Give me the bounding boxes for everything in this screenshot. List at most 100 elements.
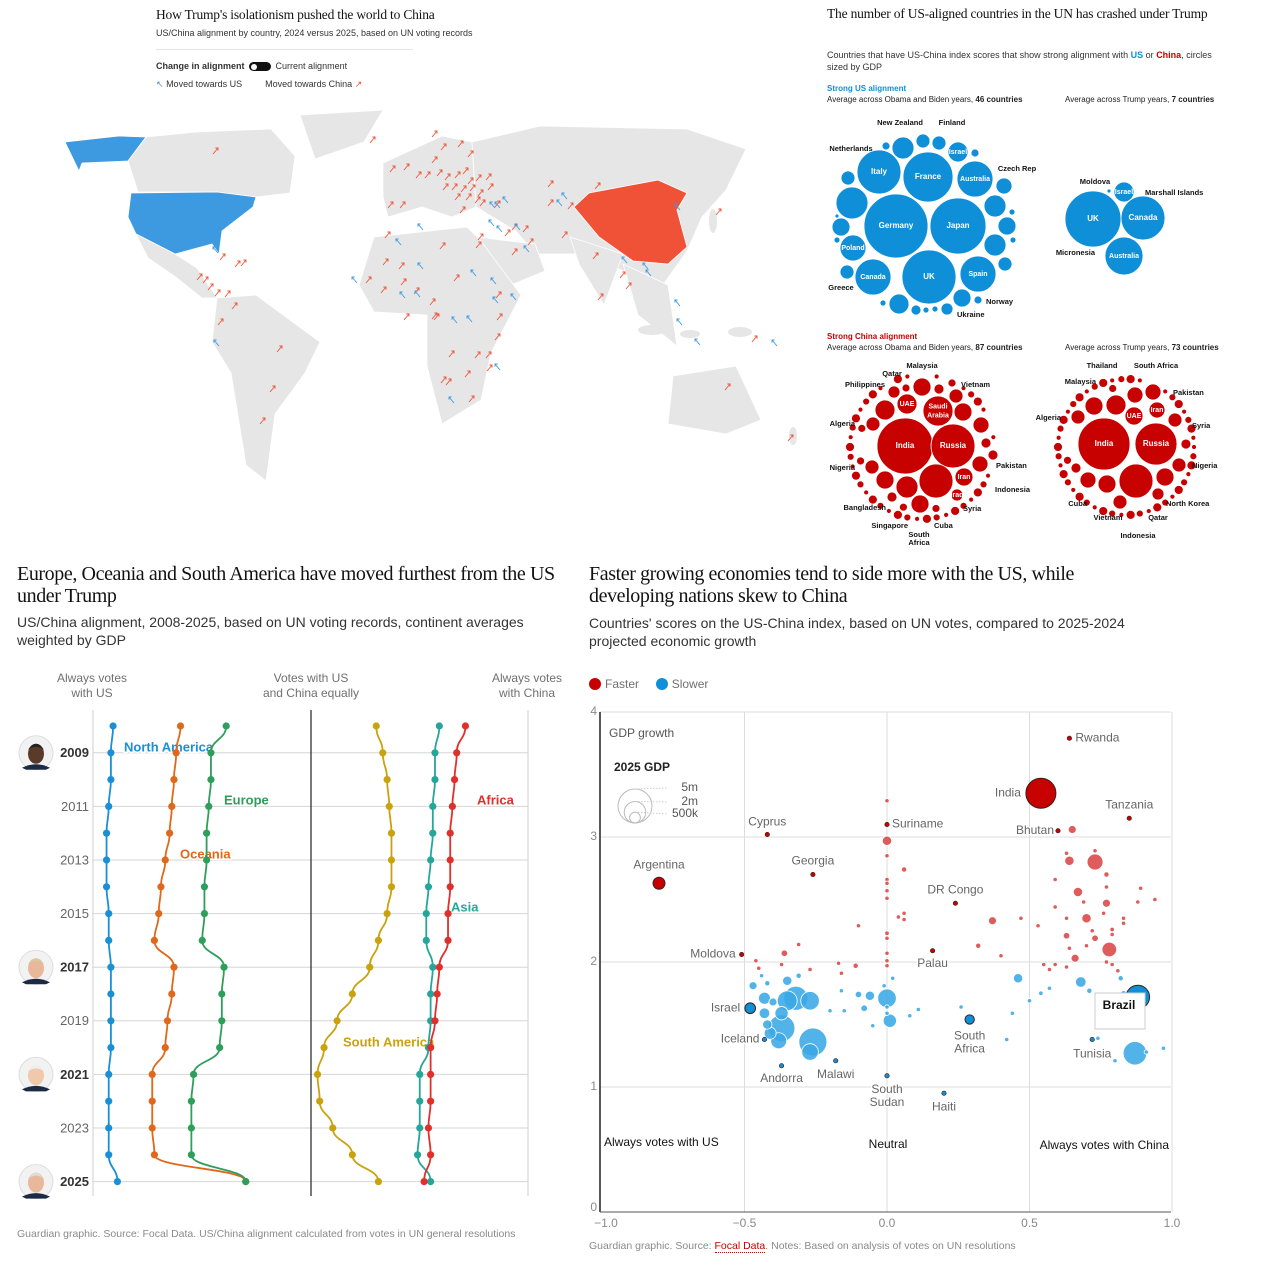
country-bubble [922, 513, 932, 524]
trump-portrait [18, 949, 54, 985]
labelled-point [952, 900, 958, 906]
bubble-outer-label: Czech Rep [998, 164, 1037, 173]
country-bubble [1151, 487, 1165, 501]
arrow-toward-us [514, 223, 521, 231]
labelled-point [941, 1090, 947, 1096]
year-tick-label: 2015 [60, 906, 89, 921]
y-axis-title: GDP growth [609, 726, 674, 740]
arrow-toward-us-head [414, 290, 418, 294]
arrow-toward-us [492, 296, 499, 304]
seasia-shape [622, 263, 678, 347]
series-point [102, 856, 111, 864]
point-label: Tunisia [1073, 1047, 1112, 1061]
arrow-toward-china-head [462, 206, 466, 210]
faster-point [884, 880, 890, 886]
country-bubble [851, 413, 861, 424]
continents-title: Europe, Oceania and South America have m… [17, 563, 555, 607]
point-label: Suriname [892, 817, 944, 831]
focal-data-link[interactable]: Focal Data [714, 1240, 766, 1253]
arrow-toward-us [417, 223, 424, 231]
series-point [109, 722, 117, 730]
arrow-toward-china [496, 313, 503, 321]
country-bubble [1079, 471, 1097, 489]
australia-shape [667, 365, 762, 435]
arrow-toward-china [547, 180, 554, 188]
labelled-point [833, 1058, 839, 1064]
bubble-inner-label: India [1095, 439, 1114, 448]
desc-prefix: Countries that have US-China index score… [827, 50, 1131, 60]
arrow-toward-china [453, 274, 460, 282]
country-bubble [1106, 188, 1112, 194]
arrow-toward-china-head [222, 253, 226, 257]
slower-point [782, 975, 793, 986]
faster-point [1109, 961, 1115, 968]
country-bubble [847, 434, 854, 441]
arrow-toward-china [460, 185, 467, 193]
arrow-toward-china [442, 183, 449, 191]
country-bubble [930, 423, 976, 469]
map-subtitle: US/China alignment by country, 2024 vers… [156, 28, 473, 38]
country-bubble [915, 133, 931, 149]
country-bubble [947, 141, 969, 163]
size-legend-leader [634, 787, 669, 790]
arrow-toward-china [477, 233, 484, 241]
arrow-toward-us-head [451, 316, 455, 320]
series-point [385, 802, 393, 811]
greenland-shape [299, 109, 384, 160]
point-label: Haiti [932, 1099, 956, 1113]
arrow-toward-us [694, 338, 701, 346]
series-point [420, 1178, 428, 1186]
series-point [320, 1044, 328, 1052]
series-point [105, 1151, 113, 1159]
slower-point [1143, 1049, 1149, 1055]
series-point [427, 856, 435, 864]
point-label: Palau [917, 956, 948, 970]
point-label: South [954, 1029, 985, 1043]
bubble-outer-label: Nigeria [1192, 461, 1218, 470]
arrow-toward-china [462, 167, 469, 175]
arrow-toward-us [674, 203, 681, 211]
arrow-toward-china-head [434, 156, 438, 160]
arrow-toward-china [369, 136, 376, 144]
region-label-us: Always votes with US [604, 1135, 719, 1149]
country-bubble [985, 472, 991, 479]
country-bubble [1162, 388, 1169, 395]
arrow-toward-china [212, 147, 219, 155]
faster-point [895, 914, 902, 920]
arrow-toward-us-head [510, 293, 514, 297]
arrow-toward-china [445, 378, 452, 386]
faster-point [1101, 941, 1118, 958]
bubble-inner-label: Iran [958, 474, 971, 481]
island-shape [638, 325, 666, 335]
bubbles-description: Countries that have US-China index score… [827, 49, 1227, 73]
continents-subtitle: US/China alignment, 2008-2025, based on … [17, 614, 524, 648]
arrow-toward-china-head [467, 370, 471, 374]
alignment-toggle[interactable] [249, 62, 272, 72]
series-point [105, 936, 113, 945]
series-point [107, 776, 115, 784]
slower-point [1046, 985, 1053, 991]
bubble-inner-label: Israel [1115, 189, 1133, 196]
series-point [222, 722, 230, 730]
arrow-toward-china-head [550, 199, 554, 203]
portrait-face [28, 958, 44, 979]
country-bubble [1083, 388, 1090, 395]
x-tick-label: −1.0 [594, 1216, 618, 1230]
size-legend-label: 500k [672, 806, 699, 820]
bubble-outer-label: Algeria [1036, 413, 1062, 422]
series-point [150, 936, 158, 945]
bubble-outer-label: Philippines [845, 380, 885, 389]
arrow-toward-us-head [395, 238, 399, 242]
arrow-toward-china [234, 260, 241, 268]
country-bubble [874, 399, 896, 421]
faster-point [756, 965, 762, 971]
year-tick-label: 2019 [60, 1013, 89, 1028]
portrait-hair [28, 958, 44, 965]
arrow-toward-us-head [212, 246, 216, 250]
series-point [242, 1178, 250, 1186]
us-alignment-heading: Strong US alignment [827, 84, 907, 93]
size-legend-label: 5m [681, 780, 698, 794]
bubble-clusters: Germany Japan France Italy UK Canada Spain Aust… [828, 118, 1218, 547]
faster-point [1109, 926, 1115, 933]
country-bubble [997, 216, 1017, 236]
